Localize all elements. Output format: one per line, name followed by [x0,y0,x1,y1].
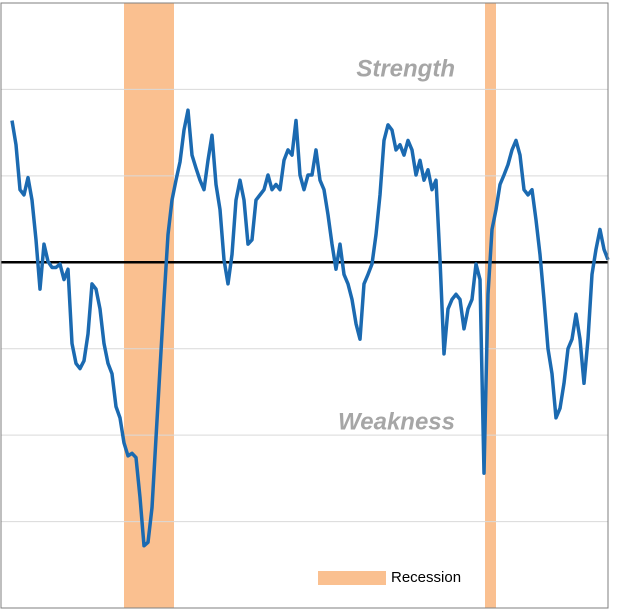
recession-band [485,3,496,608]
annotation: Weakness [338,408,455,435]
annotation: Strength [356,55,455,82]
plot-background [1,3,608,608]
plot-frame [0,2,609,609]
legend-swatch [318,571,386,585]
recession-band [124,3,174,608]
data-line [10,108,610,548]
legend-label: Recession [391,569,461,586]
